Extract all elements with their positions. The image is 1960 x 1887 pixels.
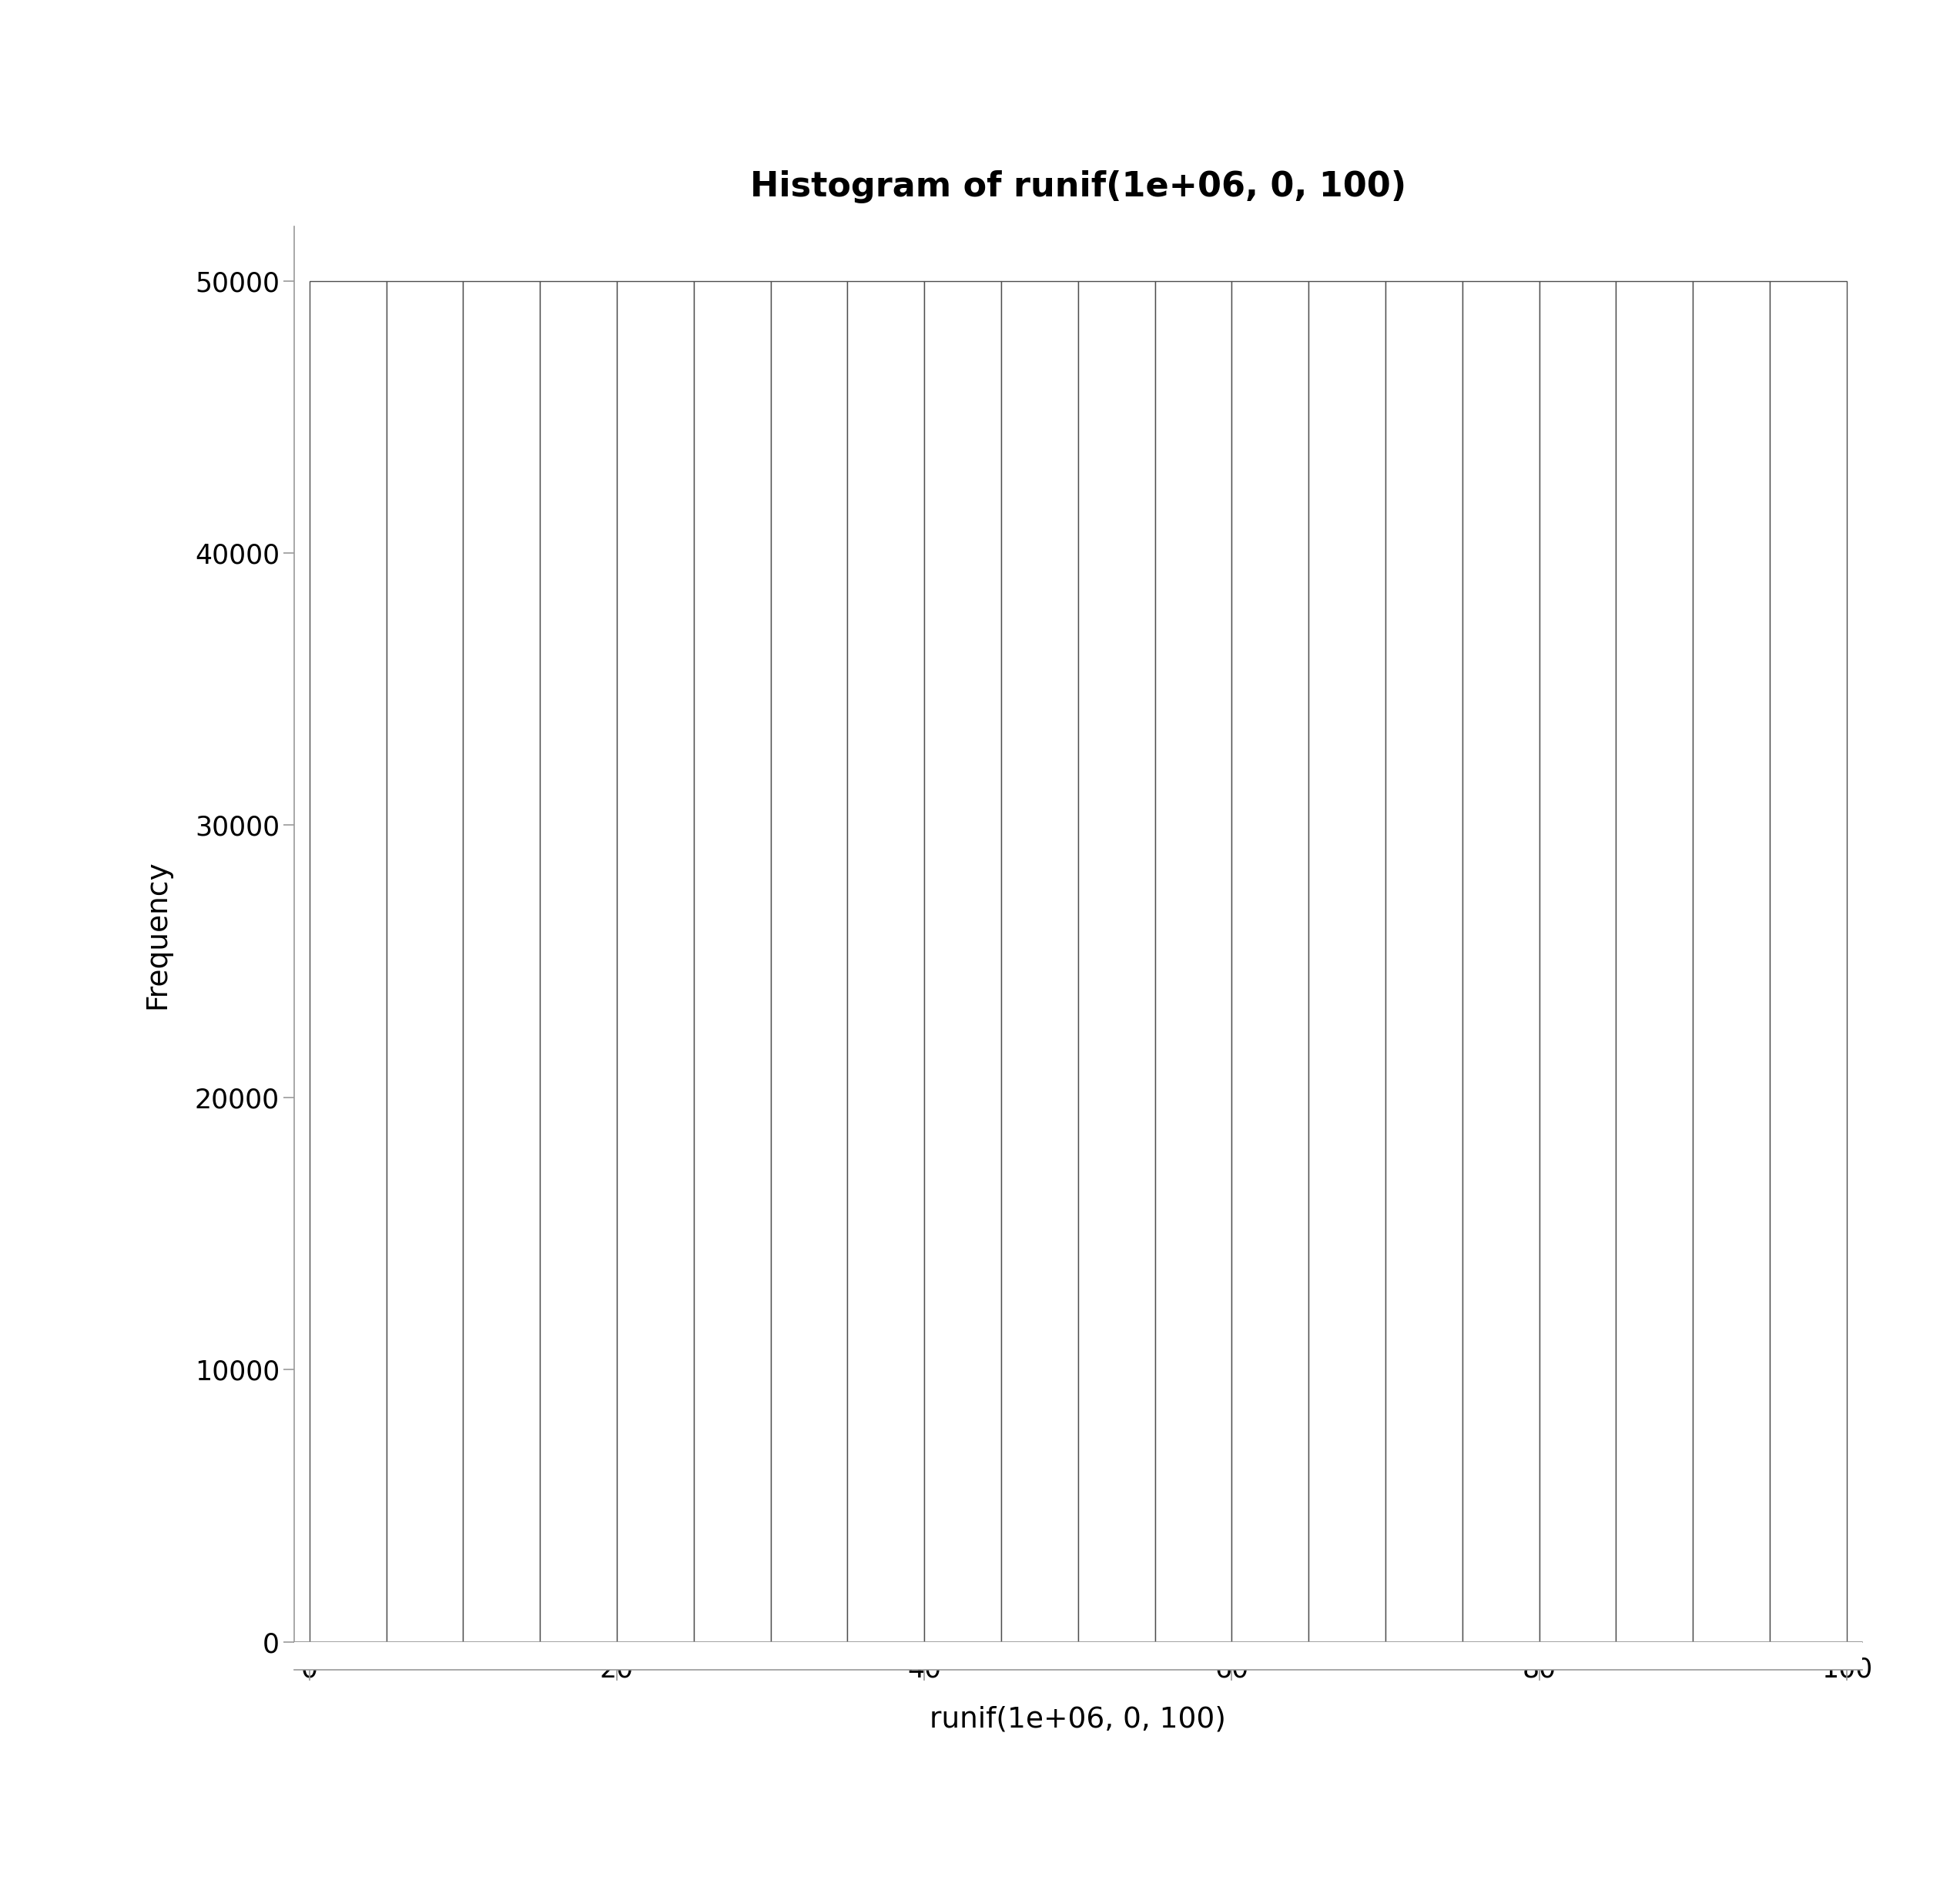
Bar (1462, 281, 1539, 1642)
X-axis label: runif(1e+06, 0, 100): runif(1e+06, 0, 100) (929, 1706, 1227, 1734)
Bar (463, 281, 539, 1642)
Title: Histogram of runif(1e+06, 0, 100): Histogram of runif(1e+06, 0, 100) (751, 170, 1405, 204)
Bar (617, 281, 694, 1642)
Bar (925, 281, 1002, 1642)
Bar (770, 281, 847, 1642)
Bar (1002, 281, 1078, 1642)
Bar (539, 281, 617, 1642)
Bar (1309, 281, 1386, 1642)
Bar (1617, 281, 1693, 1642)
Bar (1693, 281, 1770, 1642)
Bar (1154, 281, 1231, 1642)
Bar (1078, 281, 1154, 1642)
Bar (310, 281, 386, 1642)
Bar (386, 281, 463, 1642)
Bar (694, 281, 770, 1642)
Bar (1539, 281, 1617, 1642)
Bar (1770, 281, 1846, 1642)
Bar (1231, 281, 1309, 1642)
Y-axis label: Frequency: Frequency (143, 859, 171, 1010)
Bar (847, 281, 925, 1642)
Bar (1386, 281, 1462, 1642)
